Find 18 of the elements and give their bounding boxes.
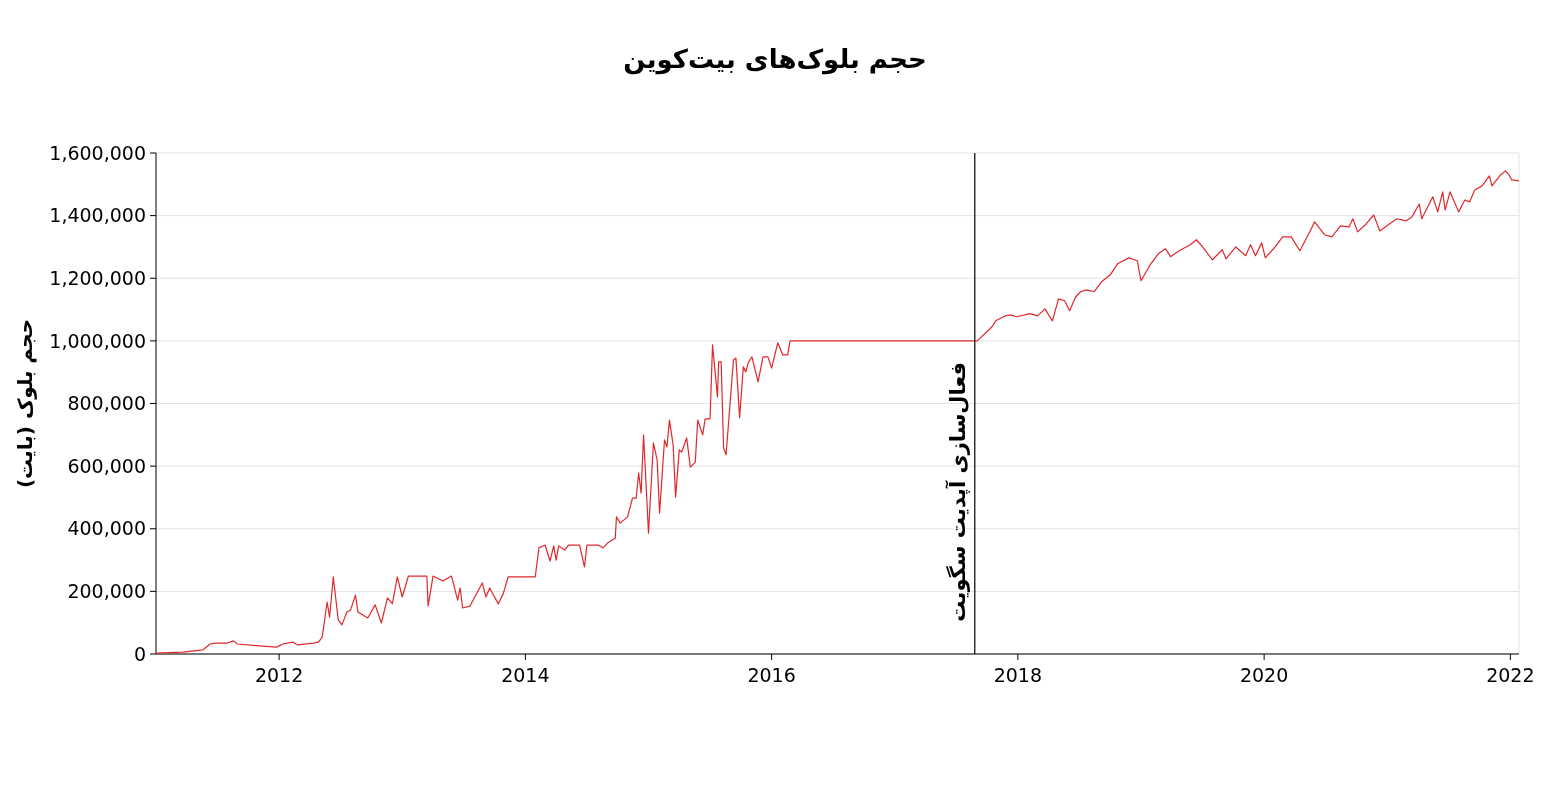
chart-title: حجم بلوک‌های بیت‌کوین [623,44,927,75]
y-tick-label: 0 [133,642,146,665]
x-tick-label: 2022 [1486,664,1535,686]
y-tick-label: 1,000,000 [49,329,146,352]
y-tick-label: 1,200,000 [49,266,146,289]
y-tick-label: 1,400,000 [49,204,146,227]
x-tick-label: 2020 [1239,664,1289,686]
x-tick-label: 2014 [501,664,550,686]
ref-line-label: فعال‌سازی آپدیت سگویت [944,362,970,622]
y-axis-title: حجم بلوک (بایت) [13,318,37,489]
y-tick-label: 200,000 [67,580,146,603]
x-tick-label: 2016 [747,664,796,686]
x-tick-label: 2012 [254,664,304,686]
y-tick-label: 800,000 [67,392,146,415]
y-tick-label: 600,000 [67,454,146,477]
y-tick-label: 400,000 [67,517,146,540]
y-tick-label: 1,600,000 [49,141,146,164]
x-tick-label: 2018 [993,664,1043,686]
